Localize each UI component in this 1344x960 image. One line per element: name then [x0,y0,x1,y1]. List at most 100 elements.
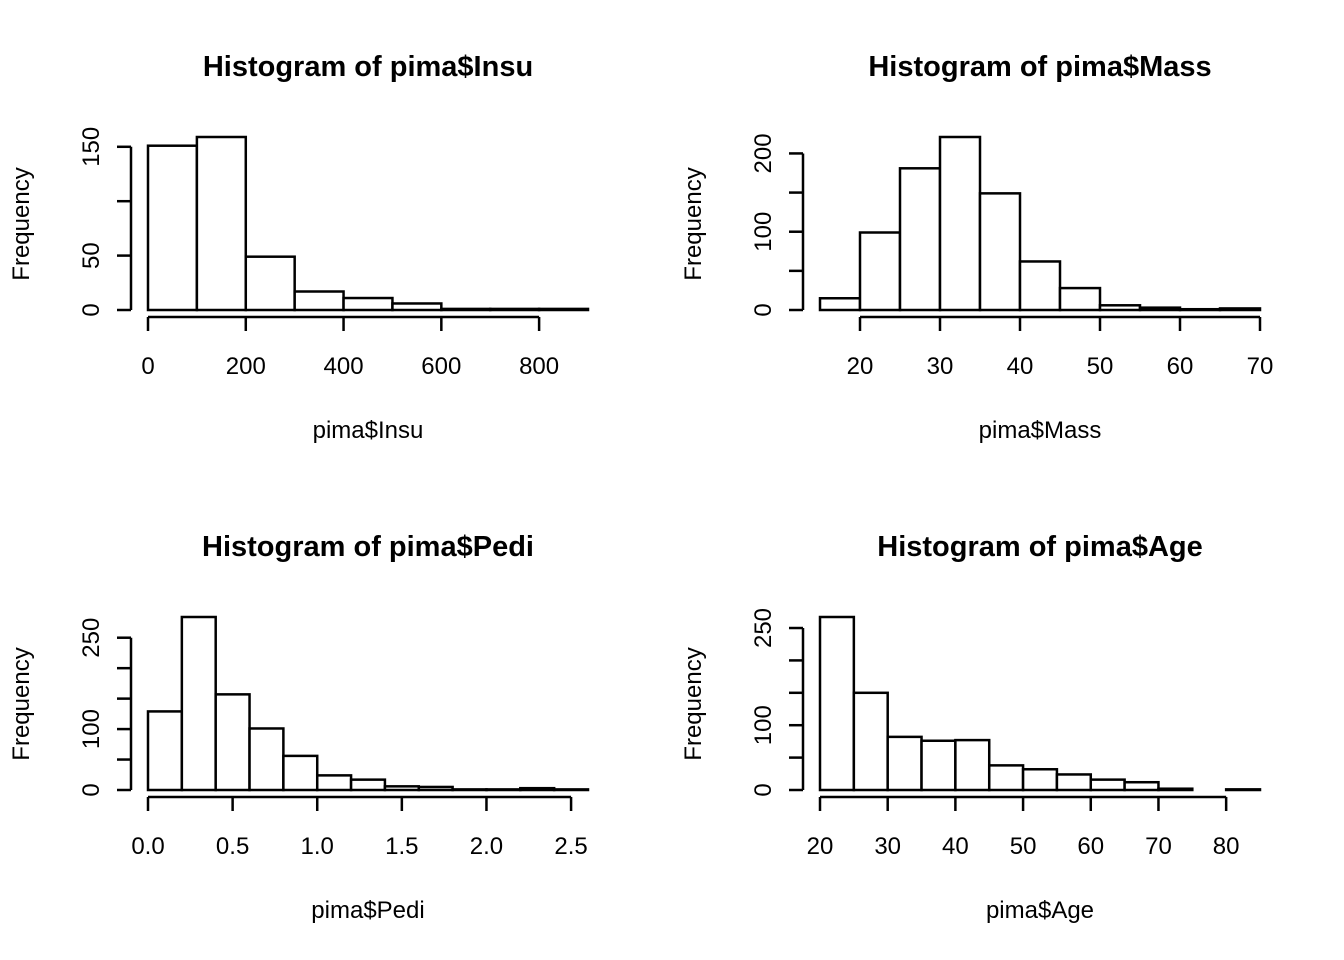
histogram-bar [1123,780,1160,792]
histogram-bar [954,738,991,792]
histogram-bar [282,754,319,792]
histogram-bar [818,615,856,792]
x-tick-label: 400 [324,353,364,380]
histogram-bar [852,691,889,792]
x-tick-label: 30 [927,353,954,380]
bars [146,615,590,792]
histogram-bar [146,144,199,312]
histogram-bar [349,778,387,792]
y-axis-label: Frequency [680,167,707,280]
x-tick-label: 0 [141,353,154,380]
x-axis-label: pima$Age [986,897,1094,924]
x-tick-label: 70 [1247,353,1274,380]
y-axis-label: Frequency [8,167,35,280]
histogram-bar [1058,286,1102,312]
histogram-bar [898,167,942,312]
chart-title: Histogram of pima$Insu [203,51,533,83]
y-tick-label: 0 [78,303,105,316]
x-tick-label: 60 [1077,833,1104,860]
x-axis: 0 200 400 600 800 [141,315,559,380]
x-tick-label: 2.5 [554,833,587,860]
histogram-bar [552,788,590,792]
histogram-bar [1021,768,1059,792]
histogram-bar [248,727,285,792]
histogram-bar [488,307,541,312]
x-tick-label: 0.0 [131,833,164,860]
histogram-bar [180,615,217,792]
y-tick-label: 100 [750,705,777,745]
y-axis: 0 100 250 [78,618,133,797]
histogram-bar [1098,304,1142,312]
histogram-bar [920,739,957,792]
histogram-bar [818,297,862,312]
histogram-bar [1224,788,1262,792]
histogram-bar [1218,307,1262,312]
x-tick-label: 1.5 [385,833,418,860]
y-axis: 0 100 250 [750,608,805,797]
x-tick-label: 30 [874,833,901,860]
y-tick-label: 250 [78,618,105,658]
chart-title: Histogram of pima$Age [877,531,1203,563]
x-tick-label: 1.0 [301,833,334,860]
histogram-panel-mass: Histogram of pima$Mass pima$Mass Frequen… [680,51,1274,444]
histogram-bar [1055,773,1093,792]
x-tick-label: 2.0 [470,833,503,860]
histogram-bar [214,693,251,792]
x-tick-label: 200 [226,353,266,380]
histogram-bar [391,302,443,312]
x-tick-label: 50 [1087,353,1114,380]
histogram-bar [886,735,923,792]
histogram-bar [1157,787,1194,792]
histogram-bar [244,255,296,312]
x-axis-label: pima$Mass [979,417,1102,444]
histogram-bar [342,296,394,312]
histogram-bar [417,785,454,792]
y-tick-label: 100 [750,212,777,252]
x-axis: 20 30 40 50 60 70 80 [807,795,1240,860]
histogram-panel-insu: Histogram of pima$Insu pima$Insu Frequen… [8,51,590,444]
x-tick-label: 0.5 [216,833,249,860]
x-tick-label: 800 [519,353,559,380]
histogram-bar [987,764,1025,792]
histogram-bar [451,788,488,792]
y-axis-label: Frequency [680,647,707,760]
histogram-bar [485,788,522,792]
y-tick-label: 250 [750,608,777,648]
x-tick-label: 20 [807,833,834,860]
y-tick-label: 100 [78,709,105,749]
x-tick-label: 80 [1213,833,1240,860]
x-tick-label: 70 [1145,833,1172,860]
y-tick-label: 0 [750,303,777,316]
bars [818,615,1262,792]
chart-title: Histogram of pima$Pedi [202,531,534,563]
histogram-bar [1138,306,1182,312]
bars [818,135,1262,312]
x-axis: 20 30 40 50 60 70 [847,315,1274,380]
y-tick-label: 150 [78,127,105,167]
x-axis: 0.0 0.5 1.0 1.5 2.0 2.5 [131,795,588,860]
x-axis-label: pima$Pedi [311,897,424,924]
histogram-bar [1089,778,1126,792]
y-tick-label: 0 [78,783,105,796]
y-axis-label: Frequency [8,647,35,760]
histogram-bar [293,290,345,312]
y-tick-label: 200 [750,133,777,173]
histogram-panel-pedi: Histogram of pima$Pedi pima$Pedi Frequen… [8,531,590,924]
histogram-bar [1178,307,1222,312]
y-axis: 0 100 200 [750,133,805,317]
histogram-bar [1018,260,1062,312]
x-tick-label: 50 [1010,833,1037,860]
histogram-bar [858,231,902,312]
x-tick-label: 600 [421,353,461,380]
y-axis: 0 50 150 [78,127,133,317]
x-tick-label: 20 [847,353,874,380]
histogram-bar [146,710,184,792]
histogram-bar [440,307,492,312]
histogram-bar [938,135,982,312]
x-tick-label: 40 [1007,353,1034,380]
y-tick-label: 0 [750,783,777,796]
chart-title: Histogram of pima$Mass [868,51,1211,83]
histogram-bar [537,307,590,312]
x-tick-label: 40 [942,833,969,860]
